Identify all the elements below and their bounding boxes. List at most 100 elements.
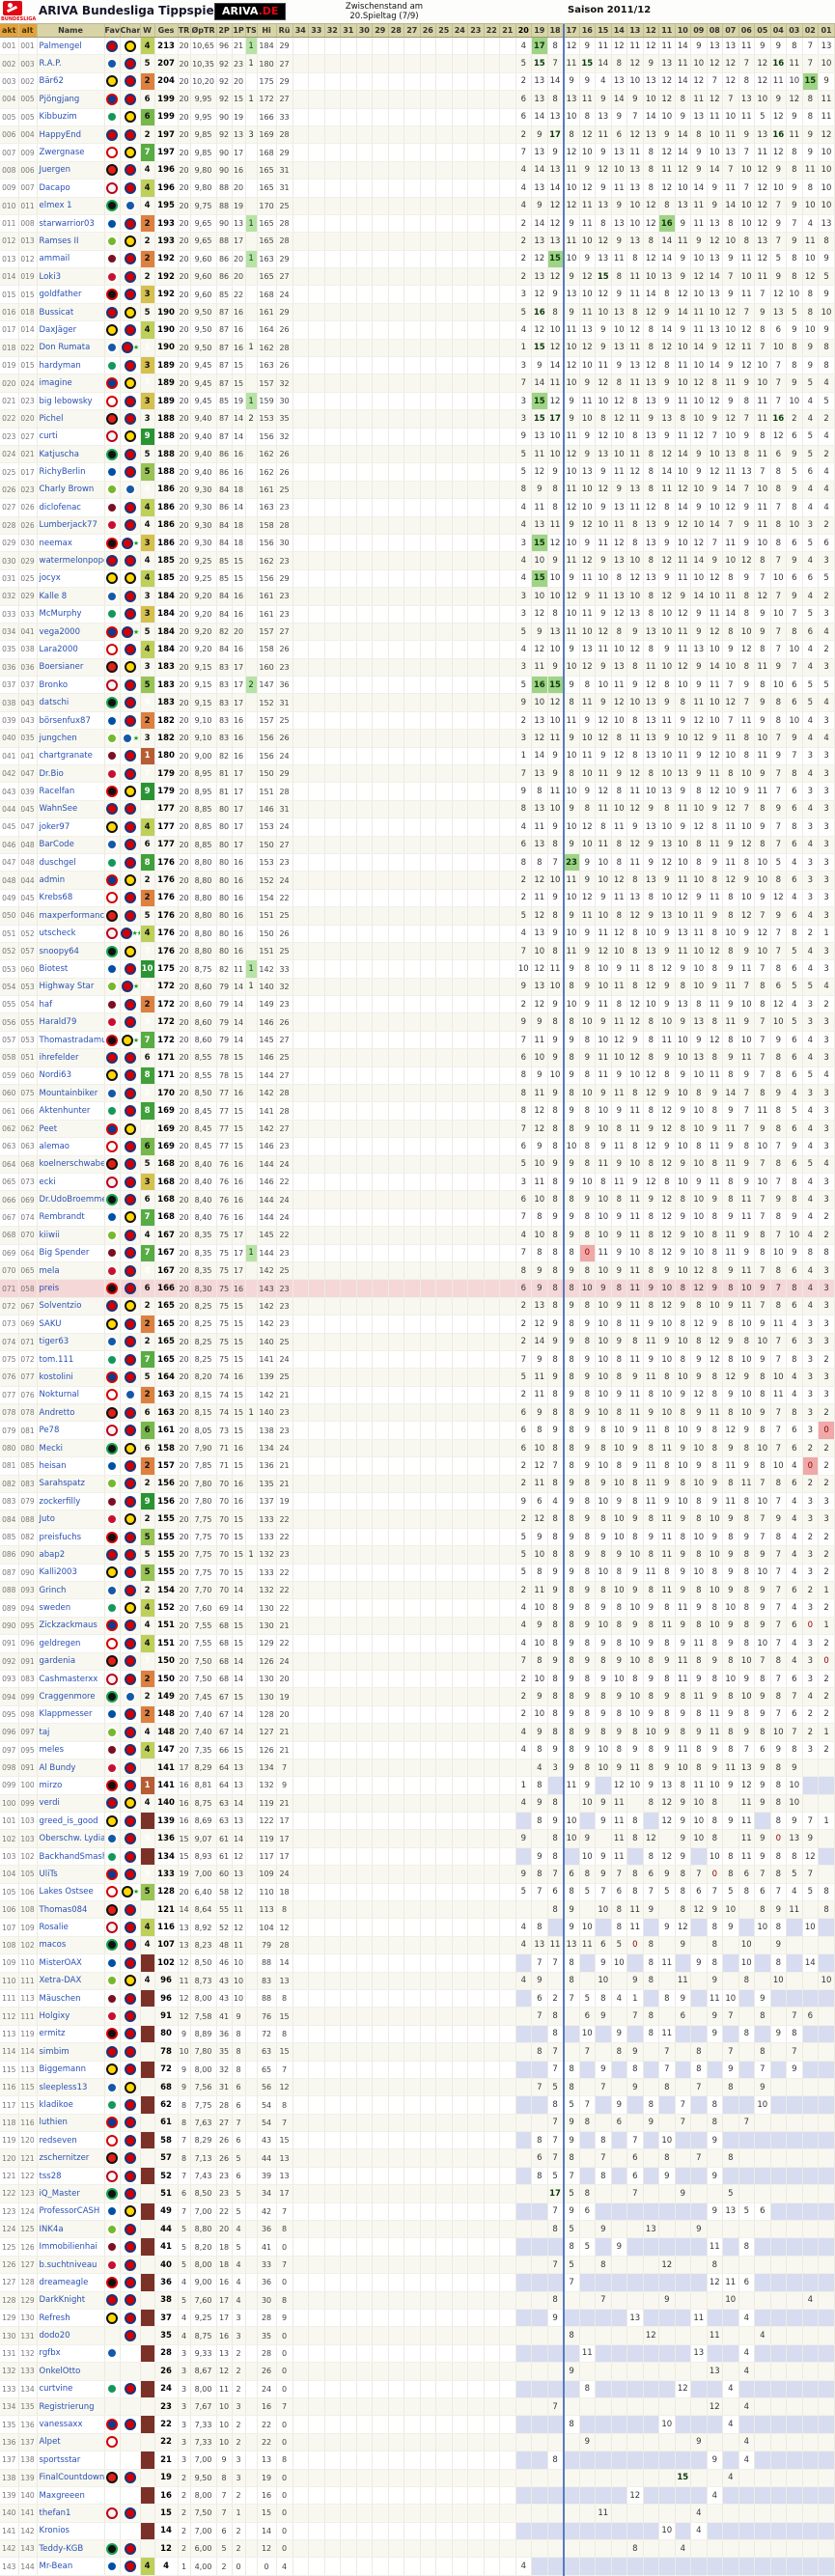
player-name-link[interactable]: RichyBerlin [39, 467, 86, 478]
player-name-link[interactable]: big lebowsky [39, 396, 93, 406]
player-name-link[interactable]: SAKU [39, 1318, 62, 1329]
player-name-link[interactable]: snoopy64 [39, 946, 79, 956]
player-name-link[interactable]: Kalli2003 [39, 1567, 77, 1578]
col-header-rank-previous[interactable]: alt [18, 24, 38, 38]
player-name-link[interactable]: Big Spender [39, 1248, 90, 1259]
player-name-link[interactable]: elmex 1 [39, 201, 72, 211]
matchday-header-21[interactable]: 21 [499, 24, 516, 38]
matchday-header-10[interactable]: 10 [675, 24, 692, 38]
player-name-link[interactable]: Nokturnal [39, 1390, 80, 1400]
player-name-link[interactable]: sweden [39, 1603, 71, 1614]
col-header-total-points[interactable]: Ges [154, 24, 179, 38]
player-name-link[interactable]: Kibbuzim [39, 112, 77, 123]
matchday-header-30[interactable]: 30 [356, 24, 374, 38]
player-name-link[interactable]: BarCode [39, 840, 74, 850]
player-name-link[interactable]: ihrefelder [39, 1052, 79, 1063]
matchday-header-12[interactable]: 12 [643, 24, 660, 38]
matchday-header-19[interactable]: 19 [531, 24, 548, 38]
player-name-link[interactable]: Don Rumata [39, 343, 91, 353]
player-name-link[interactable]: Pichel [39, 413, 64, 424]
player-name-link[interactable]: Sarahspatz [39, 1479, 86, 1489]
player-name-link[interactable]: kostolini [39, 1371, 73, 1382]
player-name-link[interactable]: Cashmasterxx [39, 1674, 98, 1684]
player-name-link[interactable]: ecki [39, 1177, 56, 1187]
player-name-link[interactable]: HappyEnd [39, 129, 82, 140]
matchday-header-08[interactable]: 08 [707, 24, 724, 38]
player-name-link[interactable]: Bär62 [39, 76, 64, 87]
player-name-link[interactable]: Grinch [39, 1585, 67, 1595]
matchday-header-09[interactable]: 09 [690, 24, 708, 38]
matchday-header-16[interactable]: 16 [579, 24, 597, 38]
player-name-link[interactable]: ammail [39, 254, 70, 264]
matchday-header-25[interactable]: 25 [435, 24, 453, 38]
player-name-link[interactable]: Charly Brown [39, 485, 95, 495]
matchday-header-15[interactable]: 15 [595, 24, 612, 38]
player-name-link[interactable]: kiiwii [39, 1230, 60, 1240]
player-name-link[interactable]: Pjöngjang [39, 94, 80, 104]
matchday-header-03[interactable]: 03 [786, 24, 803, 38]
player-name-link[interactable]: Highway Star [39, 982, 95, 992]
col-header-second-half-points[interactable]: Rü [276, 24, 293, 38]
player-name-link[interactable]: Bussicat [39, 307, 74, 318]
player-name-link[interactable]: Palmengel [39, 41, 82, 51]
player-name-link[interactable]: Mountainbiker [39, 1088, 98, 1098]
player-name-link[interactable]: Katjuscha [39, 449, 79, 459]
player-name-link[interactable]: Dacapo [39, 182, 70, 193]
player-name-link[interactable]: börsenfux87 [39, 715, 91, 726]
matchday-header-13[interactable]: 13 [626, 24, 644, 38]
matchday-header-32[interactable]: 32 [324, 24, 342, 38]
matchday-header-17[interactable]: 17 [562, 24, 580, 38]
matchday-header-20[interactable]: 20 [515, 24, 533, 38]
player-name-link[interactable]: Krebs68 [39, 893, 73, 903]
matchday-header-27[interactable]: 27 [404, 24, 421, 38]
player-name-link[interactable]: Boersianer [39, 662, 84, 673]
player-name-link[interactable]: abap2 [39, 1549, 66, 1560]
matchday-header-24[interactable]: 24 [452, 24, 469, 38]
matchday-header-05[interactable]: 05 [754, 24, 771, 38]
player-name-link[interactable]: Lumberjack77 [39, 520, 97, 531]
player-name-link[interactable]: tom.111 [39, 1354, 74, 1365]
col-header-weekly-points[interactable]: W [140, 24, 155, 38]
player-name-link[interactable]: Zickzackmaus [39, 1620, 97, 1631]
player-name-link[interactable]: WahnSee [39, 804, 78, 815]
player-name-link[interactable]: neemax [39, 538, 72, 548]
player-name-link[interactable]: Dr.UdoBroemme [39, 1195, 105, 1205]
matchday-header-22[interactable]: 22 [484, 24, 501, 38]
player-name-link[interactable]: alemao [39, 1141, 70, 1151]
ariva-brand-logo[interactable]: ARIVA.DE [214, 3, 287, 20]
col-header-two-pointers[interactable]: 2P [216, 24, 233, 38]
matchday-header-04[interactable]: 04 [770, 24, 788, 38]
matchday-header-14[interactable]: 14 [611, 24, 628, 38]
matchday-header-26[interactable]: 26 [420, 24, 437, 38]
player-name-link[interactable]: goldfather [39, 290, 82, 300]
player-name-link[interactable]: starwarrior03 [39, 218, 95, 229]
player-name-link[interactable]: joker97 [39, 821, 70, 832]
player-name-link[interactable]: R.A.P. [39, 59, 62, 69]
player-name-link[interactable]: watermelonpope [39, 556, 105, 567]
matchday-header-11[interactable]: 11 [658, 24, 676, 38]
player-name-link[interactable]: chartgranate [39, 751, 93, 762]
player-name-link[interactable]: haf [39, 999, 53, 1010]
col-header-champion-pick[interactable]: Champ [120, 24, 141, 38]
player-name-link[interactable]: hardyman [39, 360, 81, 371]
player-name-link[interactable]: heisan [39, 1460, 67, 1471]
player-name-link[interactable]: Pe78 [39, 1426, 60, 1436]
col-header-one-pointers[interactable]: 1P [232, 24, 246, 38]
player-name-link[interactable]: Loki3 [39, 271, 61, 282]
player-name-link[interactable]: koelnerschwabe [39, 1159, 105, 1170]
player-name-link[interactable]: jocyx [39, 573, 61, 584]
player-name-link[interactable]: Nordi63 [39, 1070, 71, 1081]
player-name-link[interactable]: diclofenac [39, 502, 81, 512]
player-name-link[interactable]: Andretto [39, 1407, 75, 1418]
col-header-avg-per-round[interactable]: ØpTR [190, 24, 217, 38]
player-name-link[interactable]: Aktenhunter [39, 1106, 91, 1117]
player-name-link[interactable]: Craggenmore [39, 1692, 96, 1703]
player-name-link[interactable]: McMurphy [39, 609, 82, 620]
matchday-header-18[interactable]: 18 [547, 24, 565, 38]
player-name-link[interactable]: utscheck [39, 928, 76, 939]
player-name-link[interactable]: Ramses II [39, 235, 79, 246]
player-name-link[interactable]: gardenia [39, 1656, 76, 1667]
player-name-link[interactable]: vega2000 [39, 626, 81, 637]
player-name-link[interactable]: imagine [39, 378, 72, 389]
player-name-link[interactable]: tiger63 [39, 1337, 70, 1347]
